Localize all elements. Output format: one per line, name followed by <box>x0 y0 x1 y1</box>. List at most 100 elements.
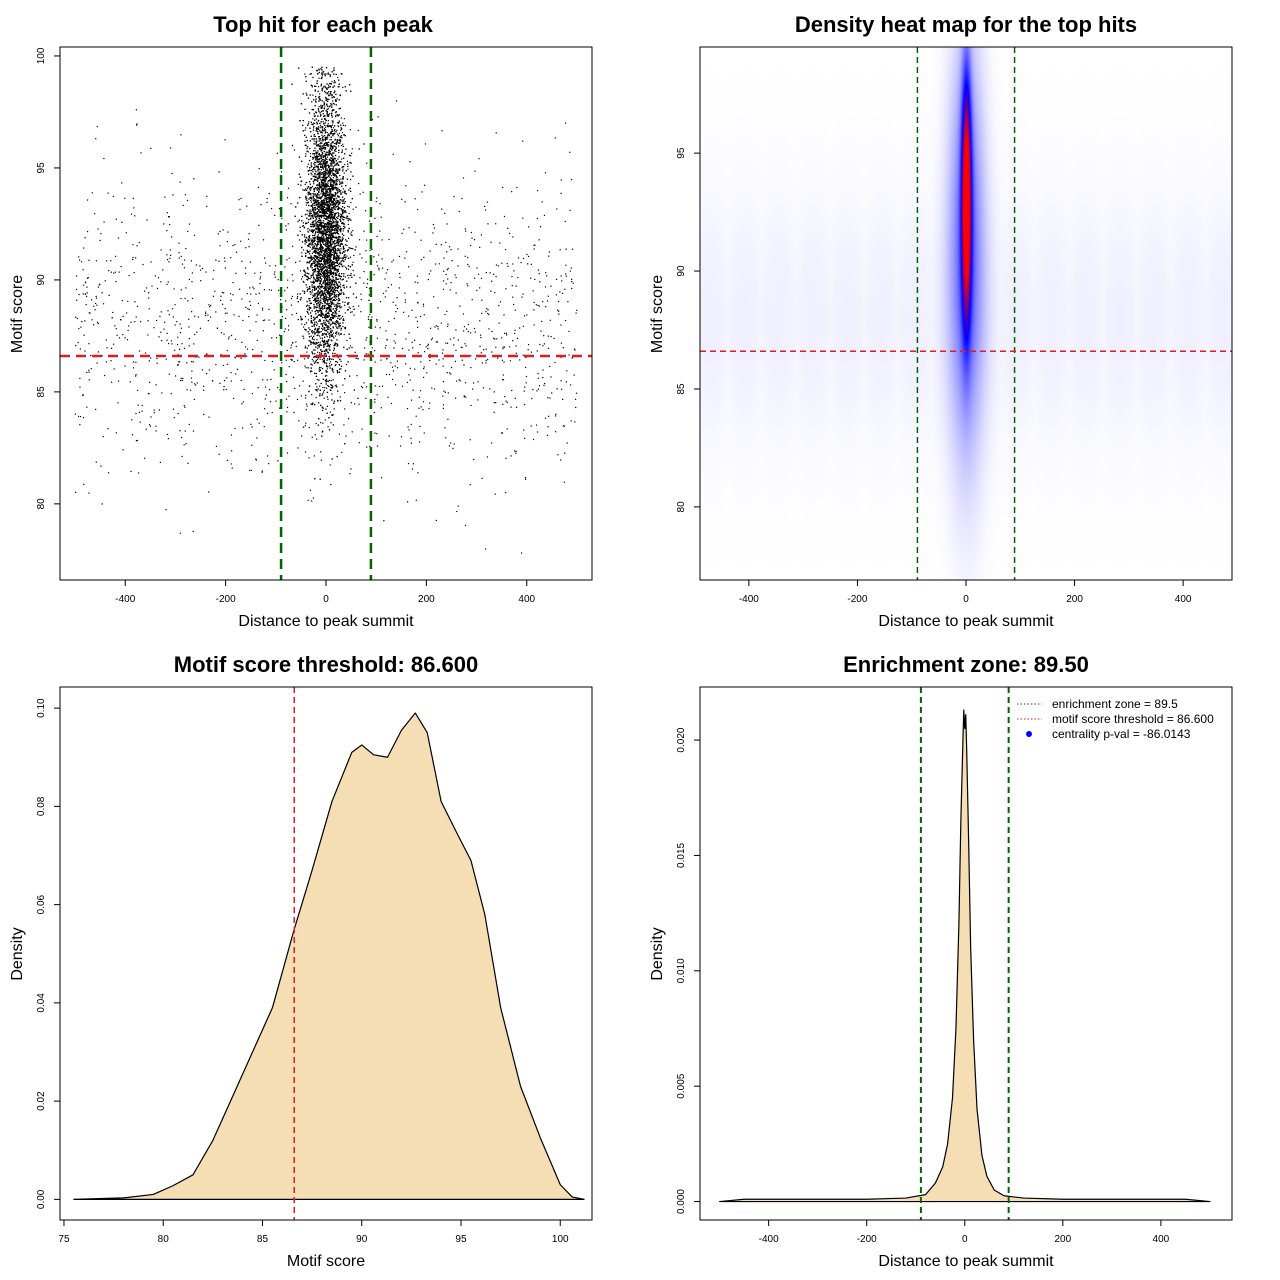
scatter-point <box>323 333 325 335</box>
scatter-point <box>334 150 336 152</box>
scatter-point <box>336 331 338 333</box>
scatter-point <box>335 111 337 113</box>
scatter-point <box>312 215 314 217</box>
scatter-point <box>341 279 343 281</box>
scatter-point <box>344 304 346 306</box>
scatter-point <box>335 289 337 291</box>
scatter-point <box>301 276 304 278</box>
scatter-point <box>327 246 329 248</box>
scatter-point <box>307 230 309 232</box>
scatter-point <box>317 202 320 204</box>
scatter-point <box>291 144 294 147</box>
scatter-point <box>349 161 351 164</box>
scatter-point <box>352 230 354 232</box>
scatter-point <box>333 67 335 69</box>
scatter-point <box>324 342 326 344</box>
scatter-point <box>332 271 335 273</box>
scatter-point <box>324 160 326 162</box>
scatter-point <box>334 81 337 83</box>
scatter-point <box>323 184 326 186</box>
scatter-point <box>309 250 311 252</box>
scatter-point <box>315 321 318 323</box>
scatter-point <box>311 224 313 226</box>
scatter-point <box>336 271 338 273</box>
scatter-point <box>323 291 326 293</box>
scatter-point <box>338 207 340 209</box>
scatter-point <box>335 325 337 327</box>
scatter-point <box>323 260 325 263</box>
scatter-point <box>307 312 309 314</box>
scatter-point <box>343 216 345 219</box>
scatter-point <box>338 145 340 147</box>
scatter-point <box>311 436 313 438</box>
scatter-point <box>342 215 344 218</box>
scatter-point <box>334 116 337 118</box>
scatter-point <box>308 235 311 237</box>
scatter-point <box>339 283 342 285</box>
scatter-point <box>329 336 331 339</box>
scatter-point <box>324 292 326 294</box>
scatter-point <box>319 281 321 283</box>
scatter-point <box>326 315 328 318</box>
scatter-point <box>326 279 328 281</box>
scatter-point <box>318 217 320 220</box>
scatter-point <box>329 293 331 295</box>
scatter-point <box>319 252 321 254</box>
scatter-point <box>326 308 328 310</box>
scatter-point <box>325 196 327 198</box>
scatter-point <box>324 289 326 291</box>
scatter-point <box>318 248 321 250</box>
scatter-point <box>312 349 315 351</box>
scatter-point <box>315 196 317 198</box>
scatter-point <box>327 119 329 122</box>
scatter-point <box>325 248 328 250</box>
scatter-point <box>340 135 342 137</box>
scatter-point <box>316 351 319 353</box>
scatter-point <box>343 219 345 221</box>
scatter-point <box>320 295 322 297</box>
scatter-point <box>311 267 313 269</box>
scatter-point <box>304 315 307 318</box>
scatter-point <box>327 284 329 286</box>
scatter-point <box>317 219 320 222</box>
scatter-point <box>335 223 337 225</box>
scatter-point <box>321 270 323 272</box>
scatter-point <box>326 283 329 285</box>
scatter-point <box>319 161 321 163</box>
scatter-point <box>319 202 321 204</box>
scatter-point <box>329 94 331 96</box>
scatter-point <box>330 259 333 261</box>
scatter-point <box>321 394 323 397</box>
scatter-point <box>312 202 314 204</box>
scatter-point <box>325 198 327 200</box>
scatter-point <box>325 387 328 389</box>
scatter-point <box>315 274 317 276</box>
scatter-point <box>303 274 306 276</box>
scatter-point <box>326 301 329 303</box>
scatter-point <box>324 74 326 77</box>
scatter-point <box>335 323 337 325</box>
scatter-point <box>342 86 344 89</box>
scatter-point <box>333 181 335 183</box>
scatter-point <box>323 215 325 217</box>
scatter-point <box>327 262 329 264</box>
scatter-point <box>336 269 338 271</box>
scatter-point <box>315 142 317 144</box>
scatter-point <box>311 234 314 237</box>
scatter-point <box>321 359 324 361</box>
scatter-point <box>323 276 325 278</box>
scatter-point <box>333 182 335 184</box>
scatter-point <box>304 183 306 186</box>
scatter-point <box>321 196 323 198</box>
scatter-point <box>303 189 305 191</box>
scatter-point <box>317 424 319 426</box>
scatter-point <box>316 358 319 361</box>
scatter-point <box>318 184 320 187</box>
scatter-point <box>325 210 327 212</box>
scatter-point <box>324 184 326 186</box>
scatter-point <box>337 204 339 206</box>
scatter-point <box>340 178 342 180</box>
scatter-point <box>320 459 323 461</box>
scatter-point <box>332 177 335 179</box>
scatter-point <box>320 193 322 195</box>
